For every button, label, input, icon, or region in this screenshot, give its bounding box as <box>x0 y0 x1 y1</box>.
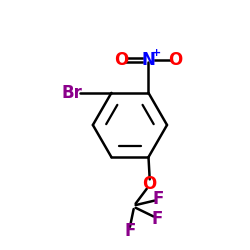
Text: N: N <box>142 51 156 69</box>
Text: F: F <box>153 190 164 208</box>
Text: +: + <box>152 48 161 58</box>
Text: F: F <box>124 222 136 240</box>
Text: Br: Br <box>62 84 83 102</box>
Text: O: O <box>114 51 128 69</box>
Text: O: O <box>168 51 183 69</box>
Text: O: O <box>142 175 157 193</box>
Text: F: F <box>152 210 163 228</box>
